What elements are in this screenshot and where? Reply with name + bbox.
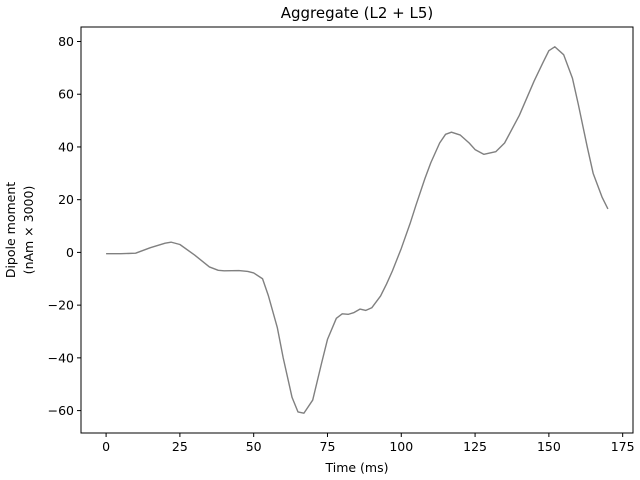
chart-title: Aggregate (L2 + L5) bbox=[281, 4, 434, 22]
y-axis-label-line-2: (nAm × 3000) bbox=[21, 186, 36, 275]
x-tick-label: 0 bbox=[102, 439, 110, 454]
y-tick-label: 0 bbox=[66, 245, 74, 260]
y-tick-label: −60 bbox=[48, 403, 74, 418]
y-tick-label: 80 bbox=[58, 34, 74, 49]
y-axis-label-line-1: Dipole moment bbox=[3, 182, 18, 278]
y-tick-label: −20 bbox=[48, 298, 74, 313]
y-tick-label: −40 bbox=[48, 350, 74, 365]
x-tick-label: 150 bbox=[537, 439, 561, 454]
y-tick-label: 40 bbox=[58, 139, 74, 154]
y-tick-label: 60 bbox=[58, 87, 74, 102]
plot-area bbox=[80, 26, 634, 434]
y-tick-label: 20 bbox=[58, 192, 74, 207]
y-axis-ticks: −60 −40 −20 0 20 40 60 80 bbox=[48, 34, 81, 418]
x-tick-label: 50 bbox=[246, 439, 262, 454]
x-tick-label: 75 bbox=[320, 439, 336, 454]
x-axis-ticks: 0 25 50 75 100 125 150 175 bbox=[102, 433, 635, 454]
x-tick-label: 100 bbox=[389, 439, 413, 454]
x-tick-label: 25 bbox=[172, 439, 188, 454]
x-tick-label: 125 bbox=[463, 439, 487, 454]
x-tick-label: 175 bbox=[611, 439, 635, 454]
axes-frame bbox=[80, 26, 634, 434]
x-axis-label: Time (ms) bbox=[324, 460, 388, 475]
series-line-0 bbox=[106, 46, 609, 414]
